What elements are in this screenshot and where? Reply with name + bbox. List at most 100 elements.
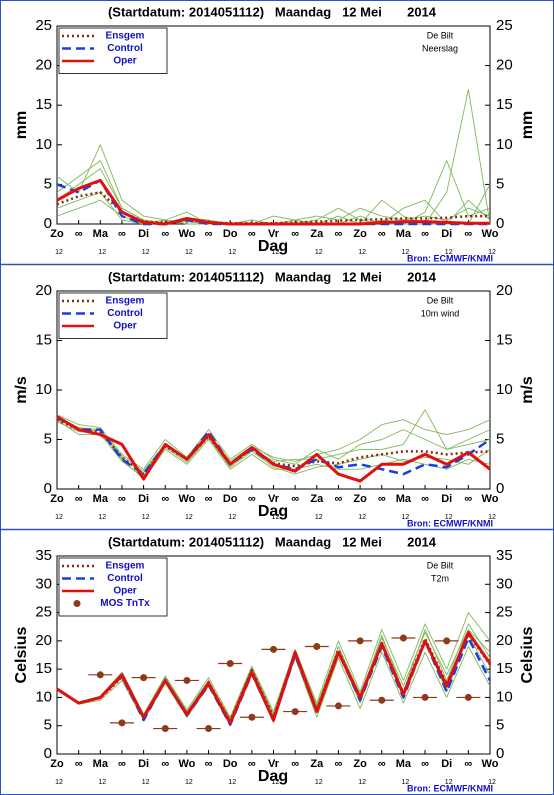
y-axis-label: Celsius — [13, 626, 30, 683]
hour-label: 12 — [445, 779, 453, 786]
ensemble-member — [56, 184, 491, 225]
y-tick-label: 5 — [44, 175, 52, 192]
y2-axis-label: Celsius — [519, 626, 536, 683]
x-tick-label: Zo — [353, 758, 367, 770]
hour-label: 12 — [142, 514, 150, 521]
mos-point — [399, 634, 407, 642]
x-tick-label: Zo — [50, 228, 64, 240]
x-tick-label: ∞ — [291, 228, 299, 240]
x-tick-label: ∞ — [291, 758, 299, 770]
x-tick-label: ∞ — [161, 758, 169, 770]
series-line — [56, 415, 491, 483]
hour-label: 12 — [358, 514, 366, 521]
y2-tick-label: 35 — [496, 547, 513, 564]
x-tick-label: ∞ — [205, 493, 213, 505]
panel-title: (Startdatum: 2014051112) Maandag 12 Mei … — [108, 534, 437, 549]
y-tick-label: 25 — [35, 604, 52, 621]
y-tick-label: 0 — [44, 745, 52, 762]
panel-title: (Startdatum: 2014051112) Maandag 12 Mei … — [108, 4, 437, 19]
y-tick-label: 15 — [35, 660, 52, 677]
x-axis-label: Dag — [258, 503, 288, 520]
mos-point — [205, 725, 213, 733]
x-tick-label: ∞ — [118, 758, 126, 770]
hour-label: 12 — [488, 249, 496, 256]
hour-label: 12 — [228, 249, 236, 256]
mos-point — [334, 702, 342, 710]
y2-tick-label: 15 — [496, 660, 513, 677]
hour-label: 12 — [98, 249, 106, 256]
hour-label: 12 — [142, 779, 150, 786]
x-tick-label: ∞ — [118, 493, 126, 505]
y2-tick-label: 25 — [496, 604, 513, 621]
x-tick-label: Wo — [178, 493, 195, 505]
mos-point — [378, 696, 386, 704]
x-tick-label: ∞ — [421, 228, 429, 240]
mos-point — [356, 637, 364, 645]
variable: 10m wind — [421, 308, 460, 318]
ensemble-member — [56, 419, 491, 480]
hour-label: 12 — [98, 514, 106, 521]
y-tick-label: 20 — [35, 57, 52, 74]
x-tick-label: ∞ — [161, 493, 169, 505]
x-tick-label: ∞ — [335, 228, 343, 240]
hour-label: 12 — [272, 249, 280, 256]
hour-label: 12 — [445, 514, 453, 521]
mos-point — [421, 693, 429, 701]
y2-tick-label: 30 — [496, 575, 513, 592]
hour-label: 12 — [55, 514, 63, 521]
x-tick-label: Za — [310, 228, 324, 240]
ensemble-member — [56, 414, 491, 470]
hour-label: 12 — [315, 779, 323, 786]
x-tick-label: Di — [441, 228, 452, 240]
legend-label: Oper — [113, 56, 136, 67]
y-tick-label: 5 — [44, 430, 52, 447]
x-tick-label: Zo — [50, 493, 64, 505]
x-tick-label: ∞ — [421, 493, 429, 505]
series-line — [56, 178, 490, 226]
x-tick-label: Ma — [93, 228, 109, 240]
ensemble-member — [56, 646, 491, 727]
x-tick-label: Di — [138, 758, 149, 770]
x-tick-label: ∞ — [378, 493, 386, 505]
legend-label: Ensgem — [106, 31, 145, 42]
hour-label: 12 — [402, 779, 410, 786]
hour-label: 12 — [488, 779, 496, 786]
variable: T2m — [431, 573, 449, 583]
x-tick-label: ∞ — [75, 758, 83, 770]
hour-label: 12 — [272, 514, 280, 521]
mos-point — [291, 708, 299, 716]
legend-label: MOS TnTx — [100, 598, 150, 609]
y-tick-label: 10 — [35, 381, 52, 398]
hour-label: 12 — [228, 514, 236, 521]
x-tick-label: ∞ — [464, 758, 472, 770]
x-tick-label: Ma — [396, 228, 412, 240]
mos-point — [161, 725, 169, 733]
hour-label: 12 — [402, 514, 410, 521]
x-tick-label: Wo — [482, 493, 499, 505]
hour-label: 12 — [358, 249, 366, 256]
mos-point — [118, 719, 126, 727]
y2-tick-label: 10 — [496, 136, 513, 153]
x-tick-label: Zo — [353, 228, 367, 240]
hour-label: 12 — [402, 249, 410, 256]
y-axis-label: mm — [13, 111, 30, 139]
x-tick-label: ∞ — [464, 228, 472, 240]
station: De Bilt — [427, 560, 454, 570]
variable: Neerslag — [422, 43, 458, 53]
x-tick-label: ∞ — [75, 493, 83, 505]
mos-point — [313, 643, 321, 651]
x-tick-label: Wo — [482, 228, 499, 240]
y2-tick-label: 10 — [496, 381, 513, 398]
x-tick-label: ∞ — [205, 758, 213, 770]
x-tick-label: ∞ — [248, 758, 256, 770]
x-axis-label: Dag — [258, 768, 288, 785]
x-tick-label: Do — [223, 758, 238, 770]
x-tick-label: ∞ — [205, 228, 213, 240]
y-tick-label: 20 — [35, 282, 52, 299]
x-tick-label: Za — [310, 758, 324, 770]
hour-label: 12 — [185, 779, 193, 786]
legend-label: Ensgem — [106, 561, 145, 572]
x-tick-label: Do — [223, 228, 238, 240]
x-tick-label: Ma — [396, 758, 412, 770]
hour-label: 12 — [142, 249, 150, 256]
